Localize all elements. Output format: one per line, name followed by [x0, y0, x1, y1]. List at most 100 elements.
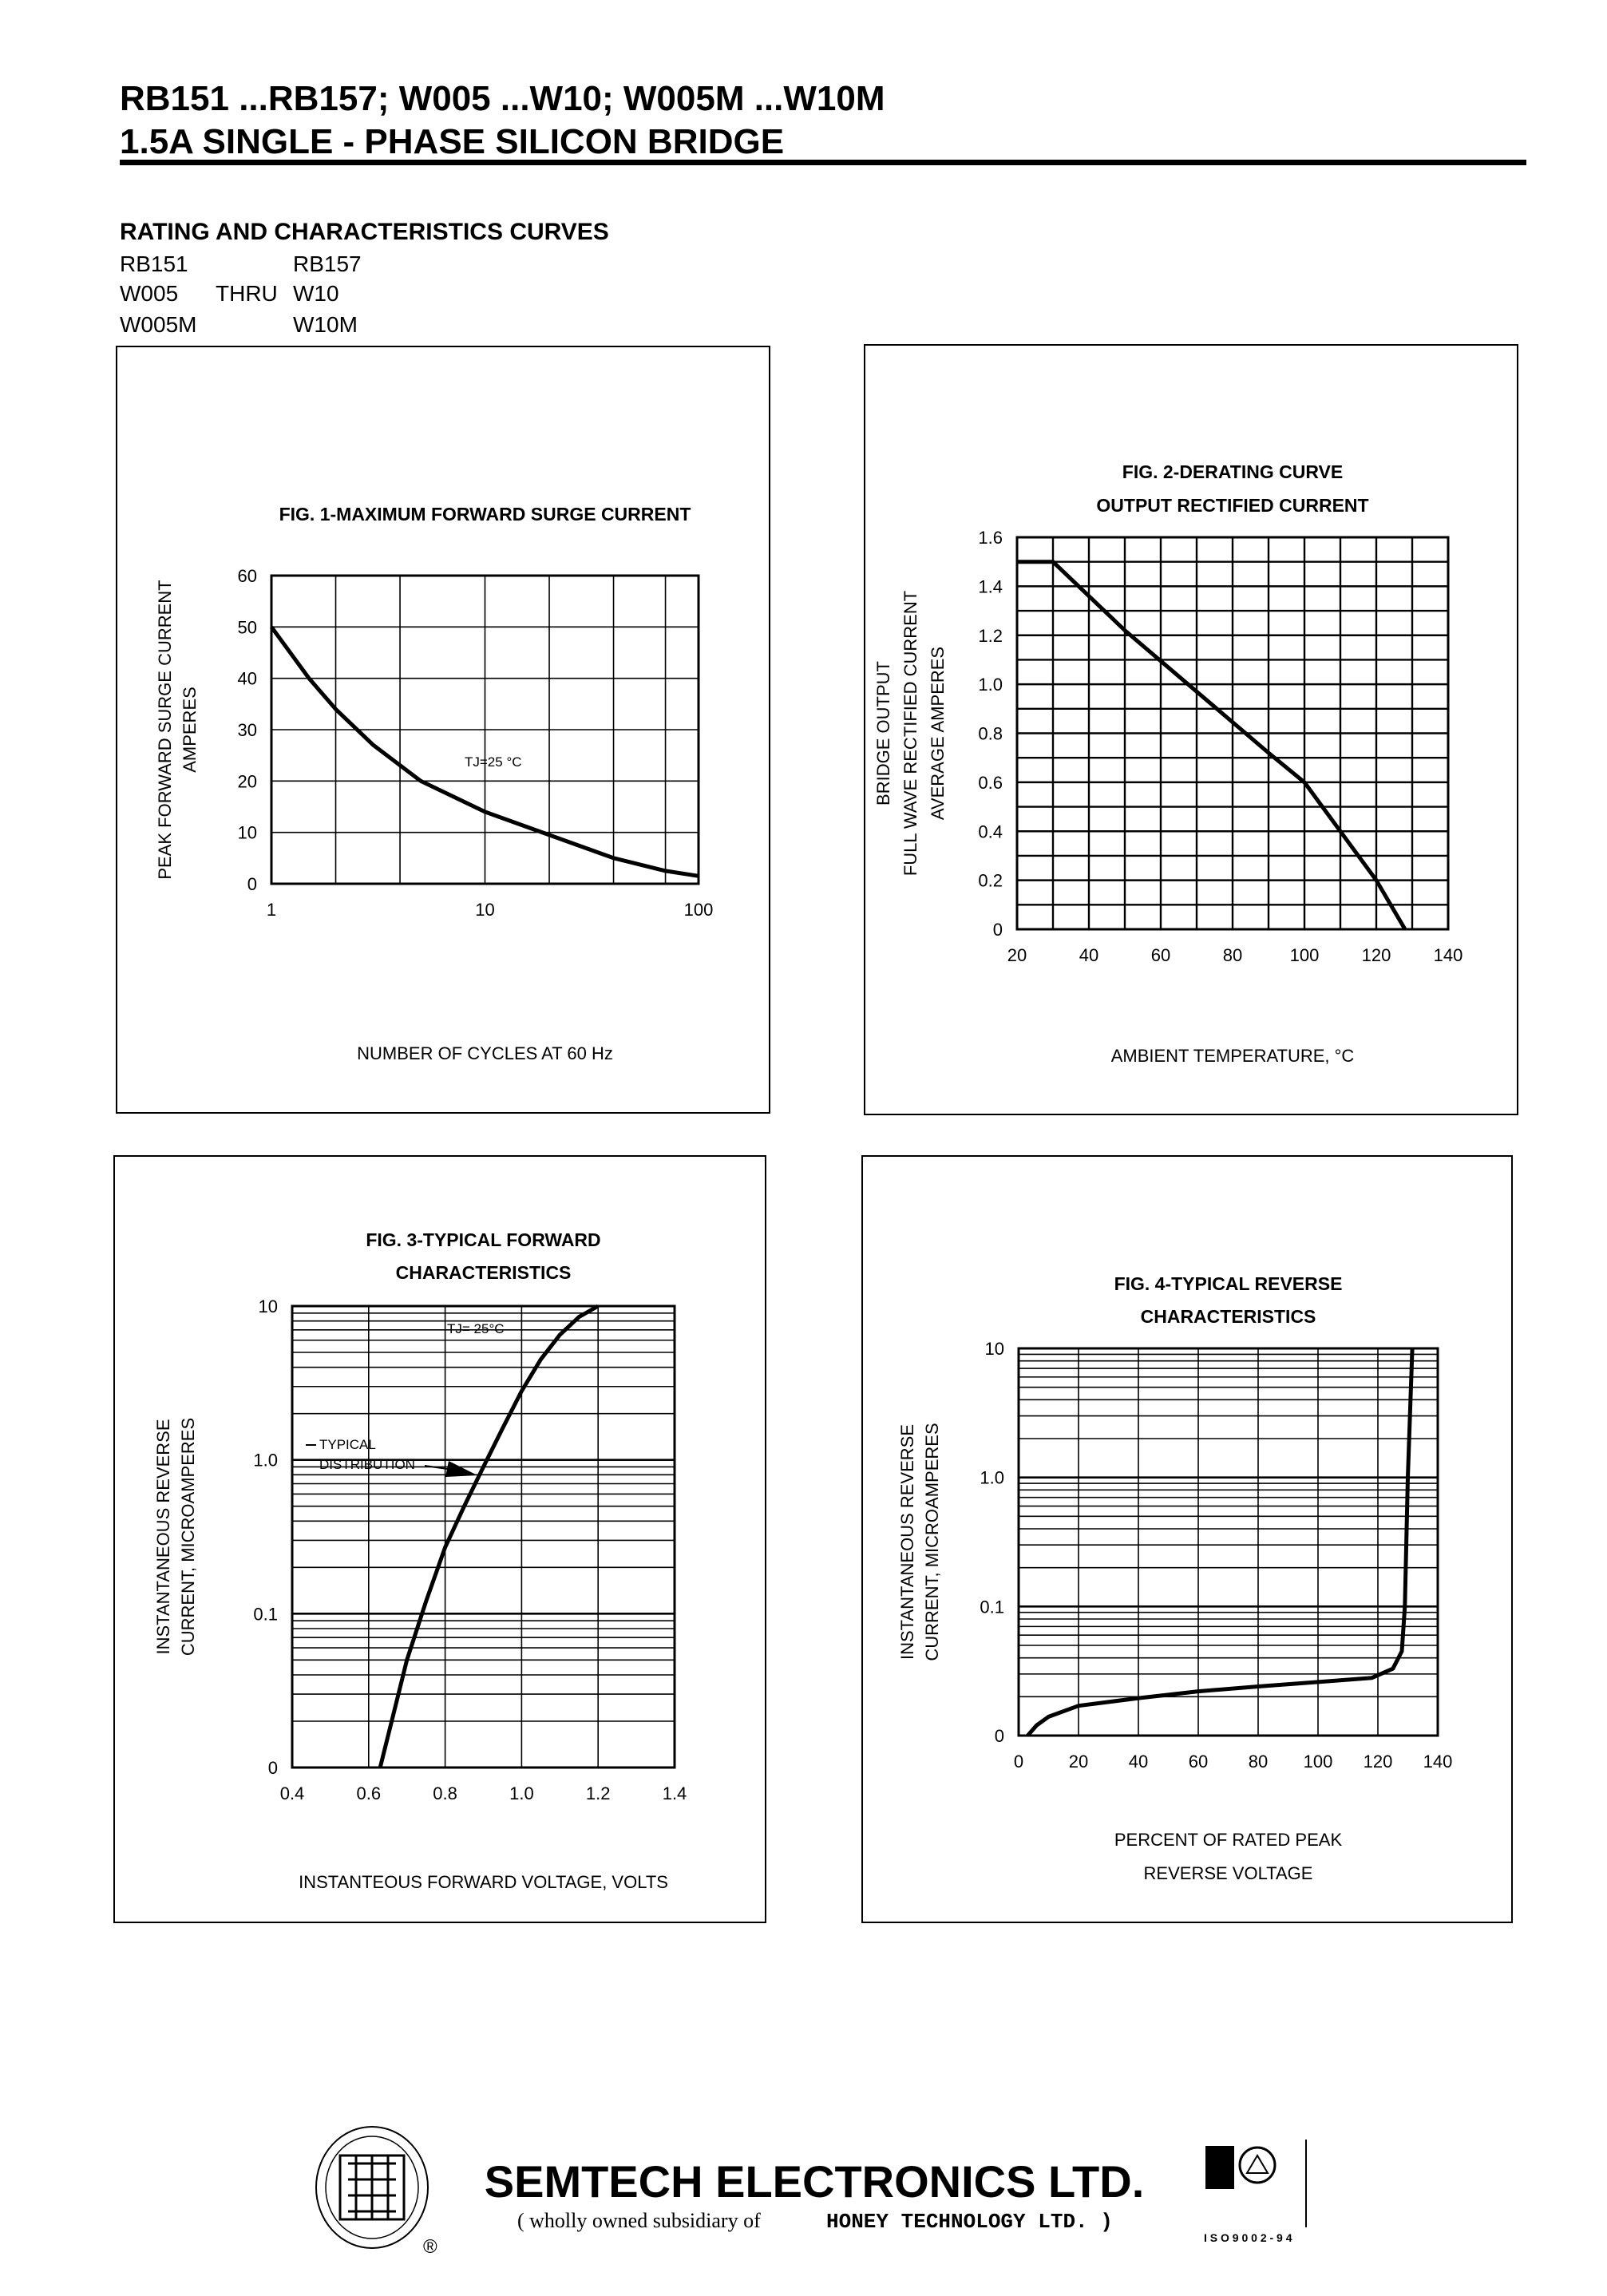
callout-label: DISTRIBUTION [319, 1457, 415, 1472]
plot-area-border [1017, 1347, 1439, 1737]
part-cell: THRU [216, 281, 278, 306]
y-tick-label: 0 [993, 920, 1003, 940]
x-tick-label: 1.0 [509, 1783, 534, 1803]
y-axis-label: INSTANTANEOUS REVERSE [897, 1424, 917, 1660]
fig3-frame [113, 1155, 766, 1923]
x-tick-label: 20 [1007, 945, 1027, 965]
company-name: SEMTECH ELECTRONICS LTD. [485, 2156, 1145, 2207]
y-tick-label: 10 [259, 1296, 278, 1316]
x-tick-label: 20 [1069, 1752, 1088, 1771]
y-tick-label: 40 [238, 669, 257, 689]
y-tick-label: 0.1 [253, 1604, 278, 1624]
part-cell: RB151 [120, 251, 188, 276]
y-axis-label: INSTANTANEOUS REVERSE [153, 1419, 173, 1654]
y-tick-label: 0.1 [980, 1597, 1004, 1617]
plot-area-border [1015, 536, 1450, 931]
plot-area-border [270, 574, 700, 885]
x-tick-label: 120 [1362, 945, 1391, 965]
part-cell: W10M [293, 312, 358, 337]
y-tick-label: 50 [238, 617, 257, 637]
plot-area-border [291, 1304, 676, 1769]
x-tick-label: 100 [1290, 945, 1320, 965]
x-tick-label: 0.4 [280, 1783, 305, 1803]
x-tick-label: 80 [1223, 945, 1242, 965]
x-tick-label: 40 [1079, 945, 1098, 965]
data-curve [1026, 1348, 1415, 1737]
chart-title: FIG. 2-DERATING CURVE [1122, 461, 1343, 482]
temperature-annotation: TJ=25 °C [465, 754, 522, 770]
x-tick-label: 80 [1249, 1752, 1268, 1771]
fig4-frame [861, 1155, 1513, 1923]
y-tick-label: 0 [268, 1758, 278, 1778]
x-axis-label: PERCENT OF RATED PEAK [1114, 1830, 1343, 1850]
fig4-chart: 0 20 40 60 80 100 120 140 0 0.1 1.0 10 FIG. 4-TYPICA… [897, 1273, 1452, 1883]
y-tick-label: 1.0 [253, 1451, 278, 1471]
y-tick-label: 0 [995, 1726, 1004, 1746]
y-axis-label: AMPERES [180, 687, 200, 773]
title-rule [120, 160, 1526, 165]
part-cell: W005M [120, 312, 196, 337]
y-tick-label: 10 [238, 823, 257, 843]
y-tick-label: 0.2 [978, 871, 1003, 891]
fig1-frame [116, 346, 770, 1114]
y-tick-label: 0 [247, 874, 257, 894]
data-curve [378, 1304, 600, 1768]
chart-title: FIG. 1-MAXIMUM FORWARD SURGE CURRENT [279, 504, 691, 525]
y-axis-label: AVERAGE AMPERES [928, 647, 948, 820]
x-tick-label: 1 [267, 900, 276, 920]
section-heading: RATING AND CHARACTERISTICS CURVES [120, 219, 609, 245]
x-tick-label: 100 [1304, 1752, 1333, 1771]
y-tick-label: 1.0 [980, 1468, 1004, 1488]
subsidiary-text: ( wholly owned subsidiary of [517, 2209, 761, 2232]
chart-title: CHARACTERISTICS [396, 1262, 572, 1283]
x-tick-label: 1.2 [586, 1783, 611, 1803]
y-tick-label: 0.6 [978, 773, 1003, 793]
fig3-chart: 0.4 0.6 0.8 1.0 1.2 1.4 0 0.1 1.0 10 FIG. 3-TYPICA… [153, 1229, 687, 1892]
chart-title: OUTPUT RECTIFIED CURRENT [1096, 495, 1368, 516]
part-cell: RB157 [293, 251, 362, 276]
parent-company: HONEY TECHNOLOGY LTD. ) [826, 2210, 1113, 2234]
x-tick-label: 0.8 [433, 1783, 457, 1803]
iso-cert-text: I S O 9 0 0 2 - 9 4 [1204, 2231, 1292, 2244]
x-tick-label: 0.6 [357, 1783, 382, 1803]
fig1-chart: 1 10 100 0 10 20 30 40 50 60 FIG. 1-MAXIMUM FORWAR… [155, 504, 713, 1063]
y-tick-label: 0.4 [978, 821, 1003, 841]
y-tick-label: 1.6 [978, 528, 1003, 548]
y-tick-label: 30 [238, 720, 257, 740]
iso-certification-badge: I S O 9 0 0 2 - 9 4 [1204, 2140, 1307, 2244]
y-tick-label: 20 [238, 771, 257, 791]
part-cell: W10 [293, 281, 339, 306]
x-tick-label: 140 [1434, 945, 1463, 965]
x-tick-label: 120 [1364, 1752, 1393, 1771]
chart-title: FIG. 4-TYPICAL REVERSE [1114, 1273, 1343, 1294]
data-curve [269, 625, 699, 878]
part-cell: W005 [120, 281, 178, 306]
x-tick-label: 140 [1423, 1752, 1453, 1771]
semtech-logo: ® [315, 2126, 437, 2258]
x-tick-label: 60 [1151, 945, 1170, 965]
y-tick-label: 10 [985, 1339, 1004, 1359]
fig2-frame [864, 344, 1518, 1115]
y-tick-label: 1.2 [978, 626, 1003, 646]
x-tick-label: 100 [684, 900, 714, 920]
chart-title: CHARACTERISTICS [1141, 1306, 1316, 1327]
x-axis-label: NUMBER OF CYCLES AT 60 Hz [357, 1043, 613, 1063]
y-tick-label: 60 [238, 566, 257, 586]
y-axis-label: CURRENT, MICROAMPERES [922, 1423, 942, 1661]
registered-mark: ® [423, 2236, 437, 2258]
x-tick-label: 10 [475, 900, 494, 920]
y-axis-label: FULL WAVE RECTIFIED CURRENT [900, 591, 920, 876]
chart-title: FIG. 3-TYPICAL FORWARD [366, 1229, 600, 1250]
x-tick-label: 1.4 [663, 1783, 687, 1803]
y-axis-label: BRIDGE OUTPUT [873, 661, 893, 806]
x-tick-label: 60 [1189, 1752, 1208, 1771]
callout-arrowhead-icon [445, 1461, 477, 1477]
fig2-chart: 20 40 60 80 100 120 140 0 0.2 0.4 0.6 0.8 1.0 1.2 1.4 1… [873, 461, 1463, 1066]
y-tick-label: 1.0 [978, 675, 1003, 695]
y-axis-label: PEAK FORWARD SURGE CURRENT [155, 580, 175, 879]
footer: ® SEMTECH ELECTRONICS LTD. ( wholly owne… [315, 2126, 1307, 2258]
x-axis-label: INSTANTEOUS FORWARD VOLTAGE, VOLTS [299, 1872, 668, 1892]
title-line-1: RB151 ...RB157; W005 ...W10; W005M ...W1… [120, 79, 885, 118]
data-curve [1017, 560, 1407, 931]
